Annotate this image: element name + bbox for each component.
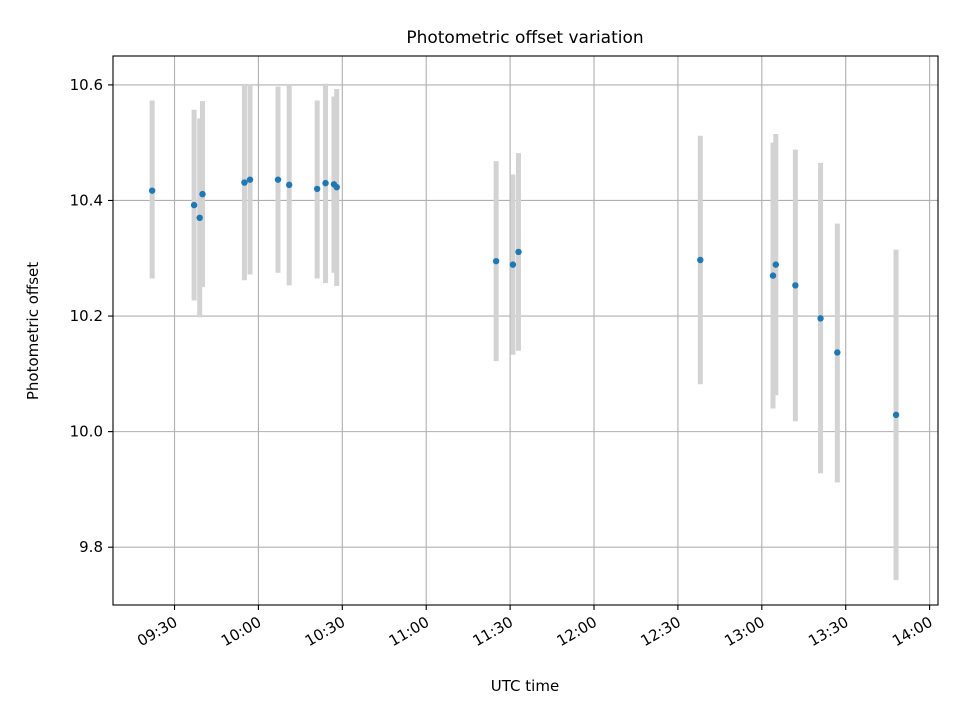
x-axis-label: UTC time [491,677,559,695]
data-point [834,349,841,356]
plot-frame [112,55,939,606]
data-point [241,179,248,186]
data-points [148,176,900,419]
y-tick-label: 9.8 [79,538,103,556]
y-tick-label: 10.6 [70,76,103,94]
data-point [199,190,206,198]
data-point [148,187,156,194]
data-point [285,181,293,189]
data-point [196,214,203,222]
data-point [333,183,340,191]
data-point [697,256,704,264]
data-point [509,261,517,268]
y-axis-label: Photometric offset [24,262,42,400]
data-point [246,176,254,183]
y-tick-label: 10.4 [70,191,103,209]
y-tick-label: 10.0 [70,423,103,441]
data-point [274,176,282,183]
data-point [769,272,777,279]
data-point [892,411,900,419]
data-point [515,248,522,256]
data-point [322,179,329,187]
data-point [313,185,321,193]
data-point [817,315,824,322]
chart-title: Photometric offset variation [406,28,643,48]
data-point [772,261,779,268]
data-point [492,257,500,265]
data-point [190,201,198,209]
grid-lines [113,56,938,605]
data-point [792,282,799,289]
y-tick-label: 10.2 [70,307,103,325]
